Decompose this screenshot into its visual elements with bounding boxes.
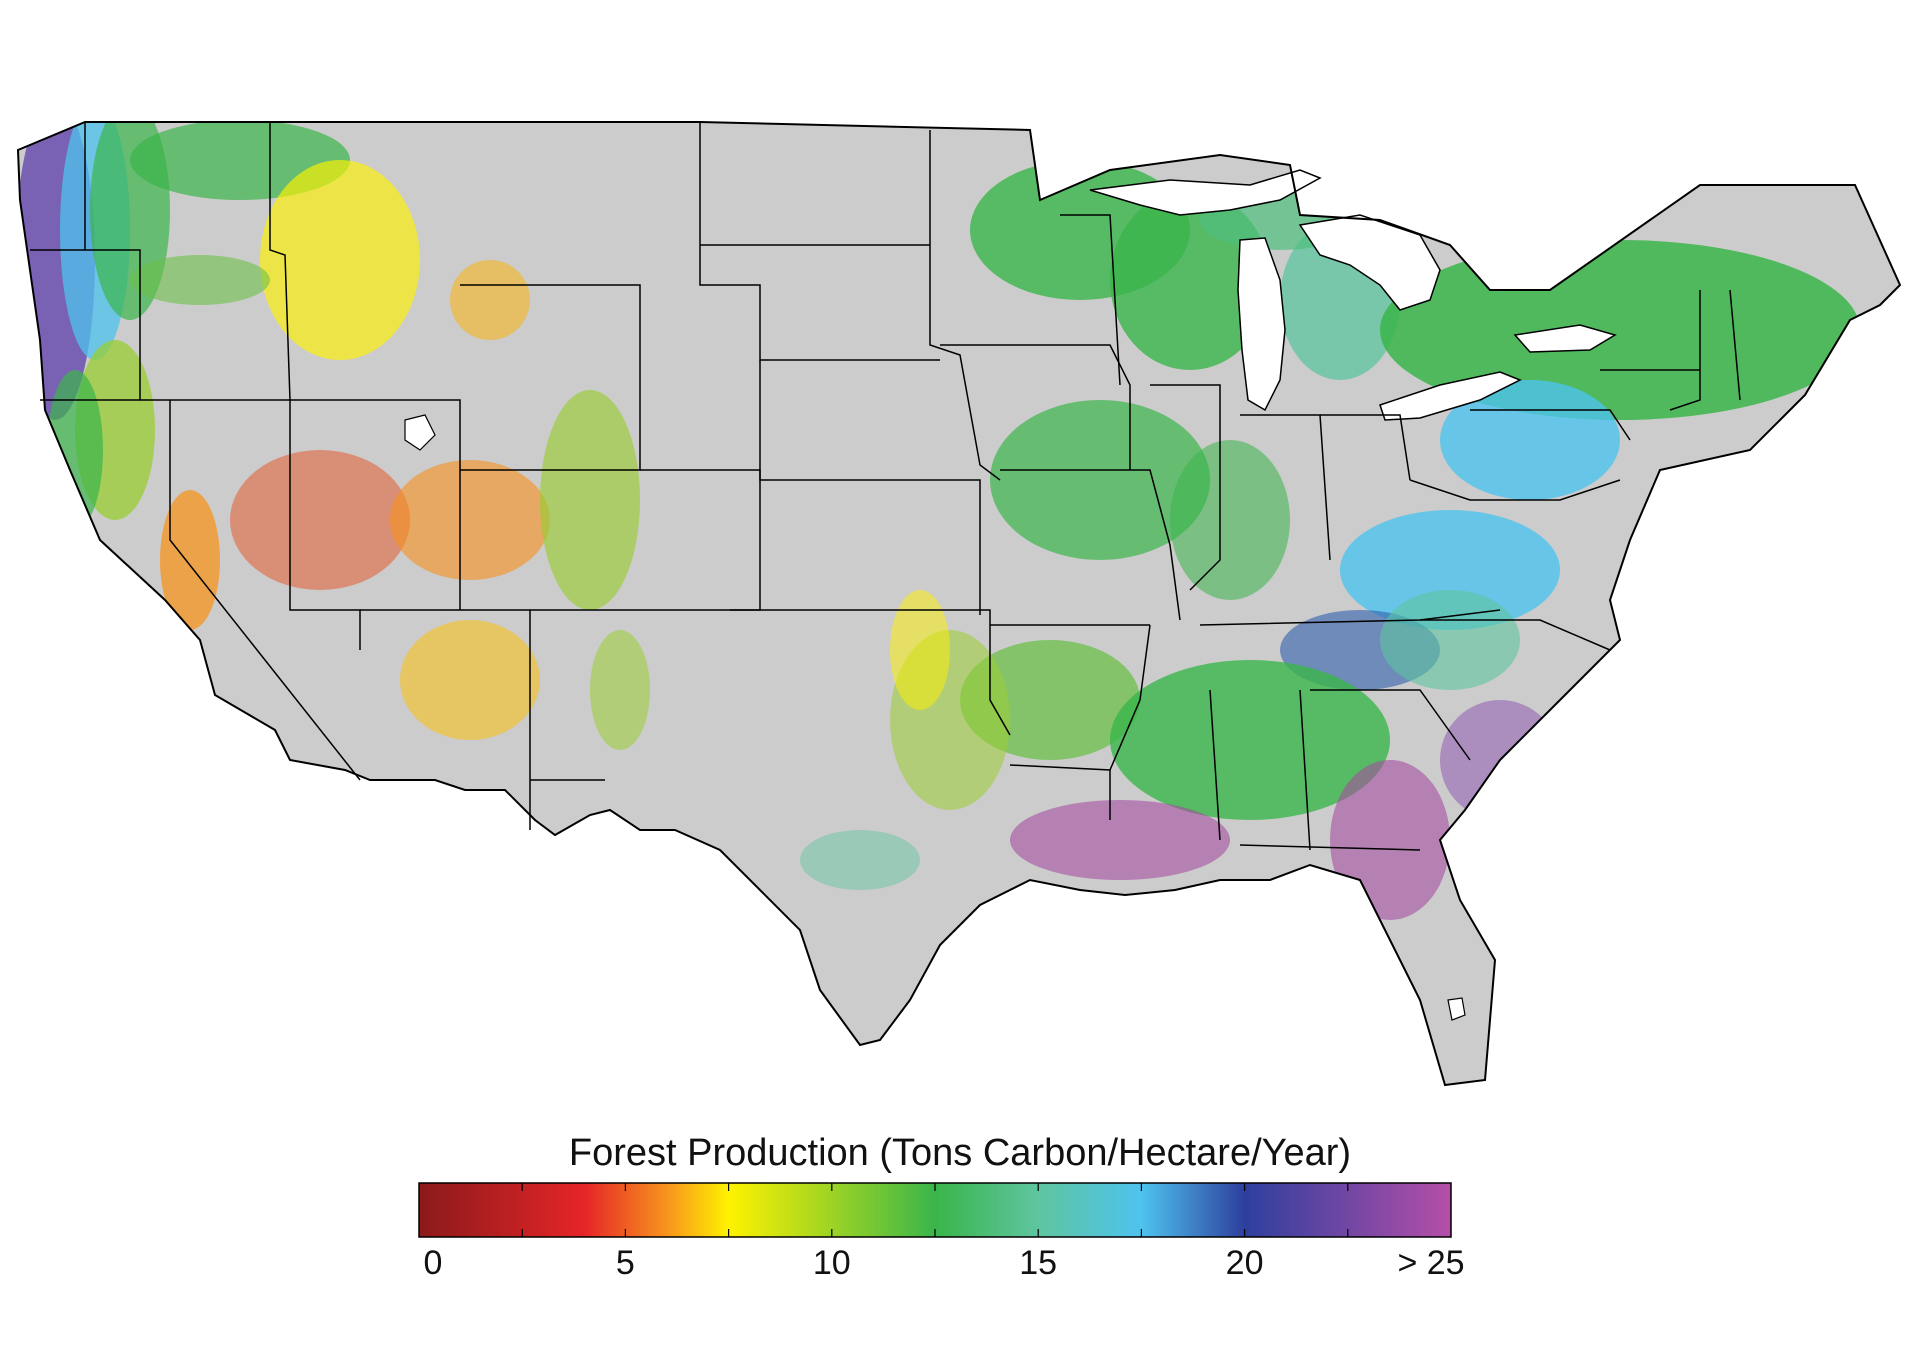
color-scale-ticks — [521, 1183, 1349, 1237]
california-coast-forest — [75, 560, 135, 640]
arizona-forest — [400, 620, 540, 740]
central-texas-forest — [800, 830, 920, 890]
illinois-indiana-forest — [1170, 440, 1290, 600]
new-mexico-forest — [590, 630, 650, 750]
colorado-forest — [540, 390, 640, 610]
oklahoma-forest — [890, 590, 950, 710]
wyoming-forest — [450, 260, 530, 340]
state-borders — [30, 122, 1741, 851]
legend-title: Forest Production (Tons Carbon/Hectare/Y… — [568, 1132, 1352, 1174]
tick-label: 10 — [812, 1244, 851, 1282]
georgia-coast-forest — [1330, 760, 1450, 920]
utah-colorado-forest — [390, 460, 550, 580]
appalachian-forest — [1340, 510, 1560, 630]
idaho-forest — [260, 160, 420, 360]
tick-label: 20 — [1225, 1244, 1264, 1282]
map-canvas — [16, 121, 1902, 1087]
missouri-forest — [990, 400, 1210, 560]
color-scale-gradient — [418, 1182, 1452, 1238]
us-outline — [16, 121, 1902, 1087]
lake-okeechobee — [1447, 997, 1466, 1021]
tick-label: 0 — [423, 1244, 443, 1282]
deep-south-forest — [1110, 660, 1390, 820]
tick-label: 5 — [615, 1244, 635, 1282]
north-california-forest — [47, 370, 103, 530]
lake-huron — [1298, 214, 1441, 311]
blue-mountains-forest — [130, 255, 270, 305]
gulf-coast-forest — [1010, 800, 1230, 880]
tick-label: > 25 — [1397, 1244, 1465, 1282]
tick-label: 15 — [1019, 1244, 1058, 1282]
color-scale-bar — [418, 1182, 1452, 1238]
great-salt-lake — [404, 414, 436, 451]
great-basin-forest — [230, 450, 410, 590]
lake-michigan — [1237, 237, 1286, 412]
carolina-piedmont-forest — [1380, 590, 1520, 690]
lake-ontario — [1513, 324, 1617, 353]
lake-superior — [1089, 169, 1322, 216]
sierra-south-forest — [160, 490, 220, 630]
lake-erie — [1379, 371, 1522, 421]
us-forest-production-map — [16, 121, 1902, 1087]
